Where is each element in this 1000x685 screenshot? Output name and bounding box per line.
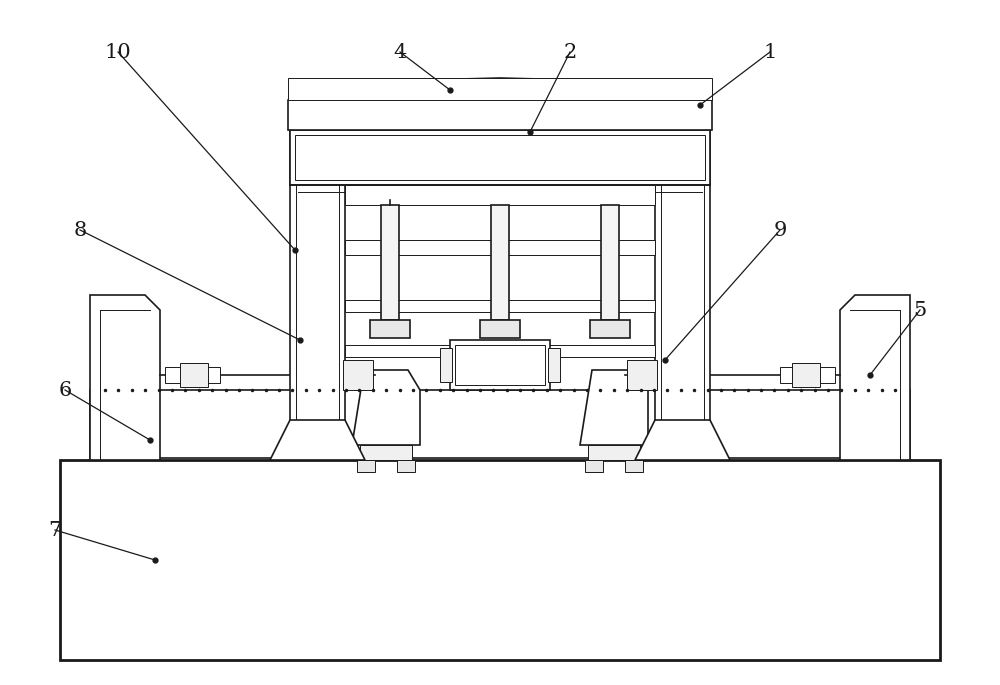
Bar <box>625 460 643 472</box>
Bar <box>345 300 655 312</box>
Bar <box>288 78 712 100</box>
Bar <box>588 445 640 460</box>
Text: 5: 5 <box>913 301 927 319</box>
Bar <box>655 130 710 460</box>
Bar <box>357 460 375 472</box>
Bar <box>450 340 550 390</box>
Polygon shape <box>270 420 365 460</box>
Polygon shape <box>352 370 420 445</box>
Polygon shape <box>288 78 712 130</box>
Bar <box>290 130 710 185</box>
Polygon shape <box>90 295 160 460</box>
Bar <box>601 205 619 320</box>
Bar <box>780 367 835 383</box>
Bar <box>370 320 410 338</box>
Text: 7: 7 <box>48 521 62 540</box>
Polygon shape <box>840 295 910 460</box>
Polygon shape <box>580 370 648 445</box>
Bar <box>397 460 415 472</box>
Bar <box>548 348 560 382</box>
Bar <box>381 205 399 320</box>
Bar <box>296 136 339 454</box>
Polygon shape <box>635 420 730 460</box>
Bar <box>345 185 655 205</box>
Text: 6: 6 <box>58 380 72 399</box>
Bar <box>343 360 373 390</box>
Bar <box>491 205 509 320</box>
Text: 10: 10 <box>105 42 131 62</box>
Bar <box>60 460 940 660</box>
Bar <box>792 363 820 387</box>
Text: 9: 9 <box>773 221 787 240</box>
Bar <box>627 360 657 390</box>
Bar <box>590 320 630 338</box>
Bar <box>455 345 545 385</box>
Text: 4: 4 <box>393 42 407 62</box>
Bar <box>165 367 220 383</box>
Text: 2: 2 <box>563 42 577 62</box>
Text: 1: 1 <box>763 42 777 62</box>
Bar <box>345 345 655 357</box>
Bar <box>480 320 520 338</box>
Text: 8: 8 <box>73 221 87 240</box>
Bar <box>440 348 452 382</box>
Bar <box>360 445 412 460</box>
Bar <box>295 135 705 180</box>
Bar <box>290 130 345 460</box>
Bar <box>661 136 704 454</box>
Bar <box>180 363 208 387</box>
Bar <box>90 390 910 458</box>
Bar <box>585 460 603 472</box>
Bar <box>345 240 655 255</box>
